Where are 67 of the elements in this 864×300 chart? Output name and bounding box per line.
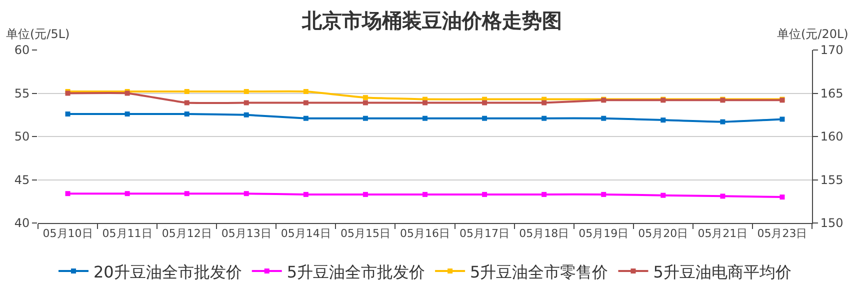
y2-tick-label: 165 (820, 86, 844, 100)
x-tick-label: 05月20日 (638, 227, 688, 240)
point (601, 192, 606, 197)
y2-tick-label: 150 (820, 216, 844, 230)
y-axis-title: 单位(元/5L) (6, 27, 70, 41)
legend-label: 5升豆油全市零售价 (470, 262, 608, 282)
point (362, 192, 368, 197)
point (542, 192, 547, 197)
point (65, 191, 70, 196)
y2-tick-label: 155 (820, 172, 844, 187)
point (720, 119, 726, 124)
point (780, 194, 785, 200)
point (303, 100, 308, 106)
point (184, 100, 190, 106)
legend-label: 5升豆油电商平均价 (653, 262, 792, 282)
x-tick-label: 05月13日 (221, 227, 272, 240)
point (422, 100, 428, 106)
point (601, 116, 606, 121)
point (65, 112, 70, 117)
x-tick-label: 05月17日 (460, 227, 510, 240)
point (124, 112, 130, 117)
y-tick-label: 55 (14, 86, 30, 100)
point (244, 100, 249, 106)
point (244, 112, 249, 118)
chart-title: 北京市场桶装豆油价格走势图 (301, 8, 562, 32)
point (660, 192, 666, 198)
x-tick-label: 05月21日 (698, 227, 748, 240)
point (780, 116, 785, 122)
point (482, 100, 488, 106)
x-tick-label: 05月14日 (280, 227, 331, 240)
point (362, 95, 368, 100)
x-tick-label: 05月23日 (757, 227, 808, 240)
point (482, 192, 488, 197)
point (303, 116, 308, 121)
point (244, 191, 249, 196)
y2-tick-label: 160 (820, 130, 844, 144)
point (303, 89, 308, 94)
point (184, 112, 190, 117)
point (184, 89, 190, 94)
point (660, 118, 666, 123)
point (362, 100, 368, 106)
x-tick-label: 05月11日 (102, 227, 152, 240)
y-tick-label: 50 (14, 130, 30, 144)
x-tick-label: 05月16日 (400, 227, 450, 240)
y2-axis-title: 单位(元/20L) (777, 27, 848, 41)
point (303, 192, 308, 197)
legend-label: 5升豆油全市批发价 (286, 262, 426, 282)
point (542, 116, 547, 121)
point (184, 191, 190, 196)
y-tick-label: 45 (14, 172, 30, 187)
point (422, 192, 428, 197)
x-tick-label: 05月12日 (162, 227, 212, 240)
point (362, 116, 368, 121)
point (244, 89, 249, 94)
x-tick-label: 05月19日 (578, 227, 629, 240)
point (422, 116, 428, 121)
point (124, 191, 130, 196)
x-tick-label: 05月18日 (519, 227, 570, 240)
legend-label: 20升豆油全市批发价 (94, 262, 242, 282)
y-tick-label: 40 (14, 216, 30, 230)
point (542, 100, 547, 106)
x-tick-label: 05月15日 (340, 227, 390, 240)
point (482, 116, 488, 121)
x-tick-label: 05月10日 (42, 227, 93, 240)
point (720, 194, 726, 199)
y2-tick-label: 170 (820, 43, 844, 58)
y-tick-label: 60 (14, 43, 30, 58)
